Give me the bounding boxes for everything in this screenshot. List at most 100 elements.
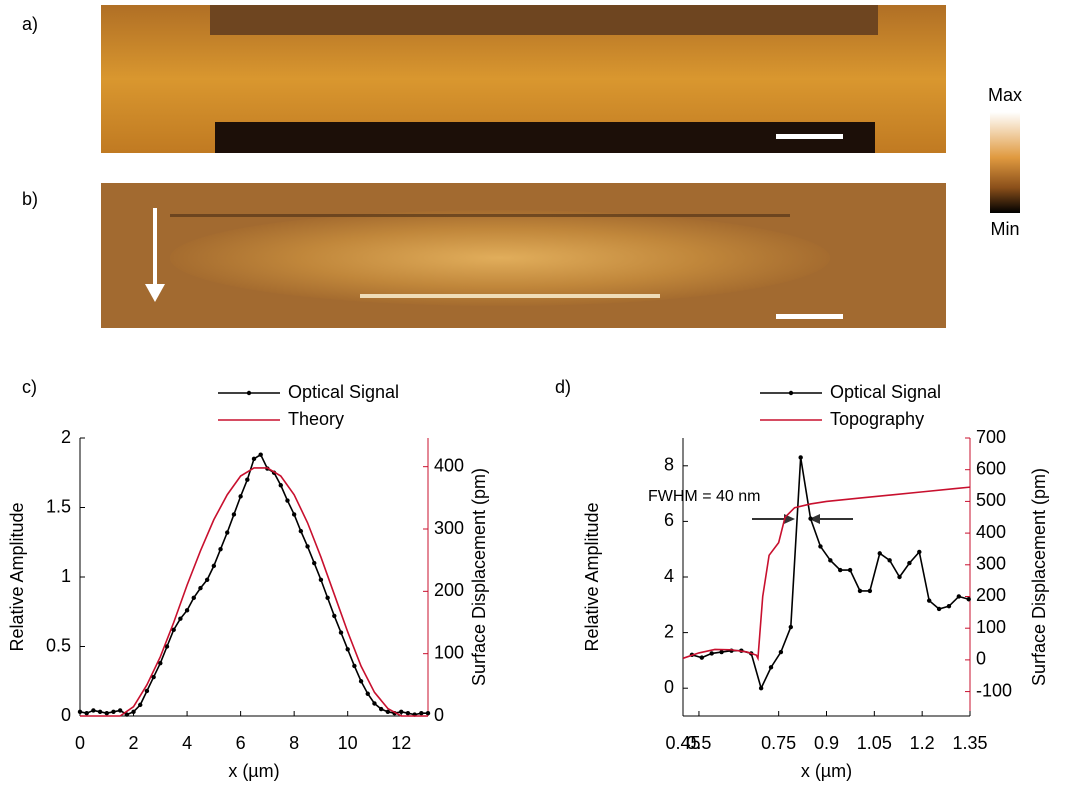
point [258,452,263,457]
y2-axis-label: Surface Displacement (pm) [469,468,489,686]
y-tick-label: 1.5 [46,496,71,516]
point [926,598,932,603]
series-line [79,453,428,716]
point [907,560,912,566]
y2-tick-label: 200 [976,585,1006,605]
legend-label: Theory [288,409,344,429]
point [758,686,764,691]
panel-label: a) [22,14,38,34]
annotation: FWHM = 40 nm [648,488,760,505]
colorbar-min: Min [990,219,1019,239]
x-tick-label: 0.75 [761,733,796,753]
point [338,630,344,635]
x-tick-label: 0 [75,733,85,753]
point [798,455,803,460]
y2-axis-label: Surface Displacement (pm) [1029,468,1049,686]
point [97,709,103,715]
point [828,558,833,563]
point [719,649,724,655]
point [225,530,230,535]
x-tick-label: 10 [338,733,358,753]
x-tick-label: 6 [236,733,246,753]
point [966,597,971,602]
legend-label: Topography [830,409,924,429]
chart-title: c) [22,377,37,397]
y-tick-label: 4 [664,566,674,586]
point [332,613,337,619]
x-tick-label: 1.2 [910,733,935,753]
point [372,701,377,706]
x-tick-label: 0.9 [814,733,839,753]
y2-tick-label: 0 [976,649,986,669]
chart-title: d) [555,377,571,397]
point [104,711,109,716]
series-line [80,467,428,717]
point [211,563,217,569]
point [285,498,290,503]
point [917,549,922,555]
point [278,483,283,488]
colorbar-max: Max [988,85,1022,105]
afm-image [101,5,946,153]
y2-tick-label: 0 [434,705,444,725]
point [385,709,391,715]
y-tick-label: 2 [664,621,674,641]
point [358,679,364,684]
point [877,551,882,556]
point [345,647,350,652]
point [838,567,843,573]
y2-tick-label: 600 [976,458,1006,478]
series-line [682,486,971,662]
point [204,577,210,582]
point [117,708,123,713]
panel-label: b) [22,189,38,209]
y2-tick-label: 700 [976,427,1006,447]
point [111,709,116,715]
point [184,608,190,613]
point [788,624,793,630]
legend-marker [788,390,794,396]
point [198,585,203,591]
y2-tick-label: 500 [976,490,1006,510]
point [171,627,176,633]
point [158,660,163,666]
point [144,688,150,694]
point [419,711,424,716]
point [164,644,170,649]
y-axis-label: Relative Amplitude [582,502,602,651]
point [325,595,330,601]
legend-label: Optical Signal [830,382,941,402]
point [318,577,324,582]
optical-image [101,183,946,328]
y2-tick-label: 100 [434,642,464,662]
point [291,512,297,517]
point [399,709,404,715]
point [378,706,384,712]
y2-tick-label: 400 [434,455,464,475]
x-axis-label: x (µm) [801,761,852,781]
point [887,558,892,563]
x-tick-label: 4 [182,733,192,753]
point [808,516,813,521]
point [91,708,96,713]
point [131,709,136,715]
y2-tick-label: -100 [976,680,1012,700]
point [857,588,863,594]
y-tick-label: 2 [61,427,71,447]
point [847,567,853,573]
point [709,651,714,656]
legend-marker [246,390,252,396]
point [138,702,143,708]
point [218,547,223,552]
x-tick-label: 0.5 [686,733,711,753]
x-axis-label: x (µm) [228,761,279,781]
point [768,665,774,670]
y2-tick-label: 200 [434,580,464,600]
point [405,711,411,716]
y-tick-label: 0 [664,677,674,697]
colorbar [990,112,1020,213]
x-tick-label: 12 [391,733,411,753]
point [251,456,257,462]
x-tick-label: 2 [129,733,139,753]
